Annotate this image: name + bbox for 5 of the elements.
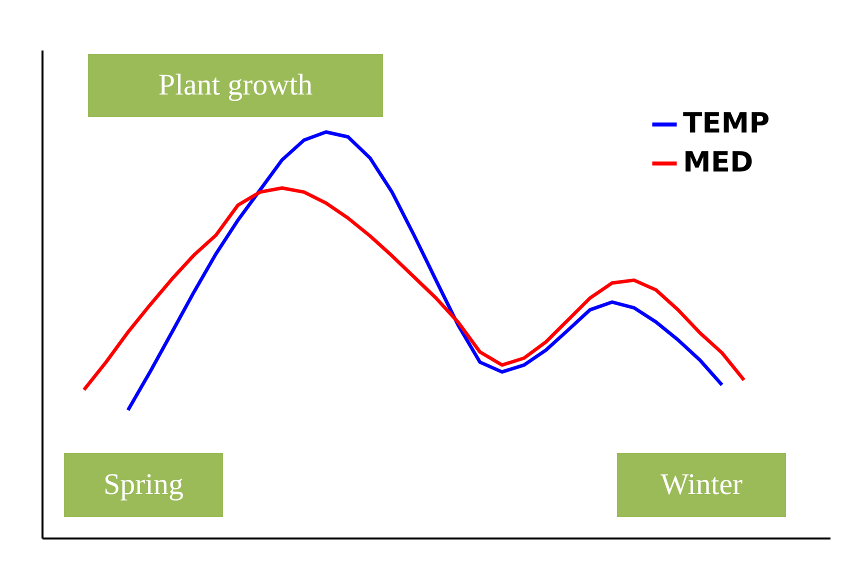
annotation: Spring — [103, 468, 184, 501]
legend-label: TEMP — [683, 106, 770, 140]
annotation: Winter — [660, 468, 743, 501]
text: Plant growth — [158, 68, 313, 102]
legend-label: MED — [683, 146, 754, 178]
